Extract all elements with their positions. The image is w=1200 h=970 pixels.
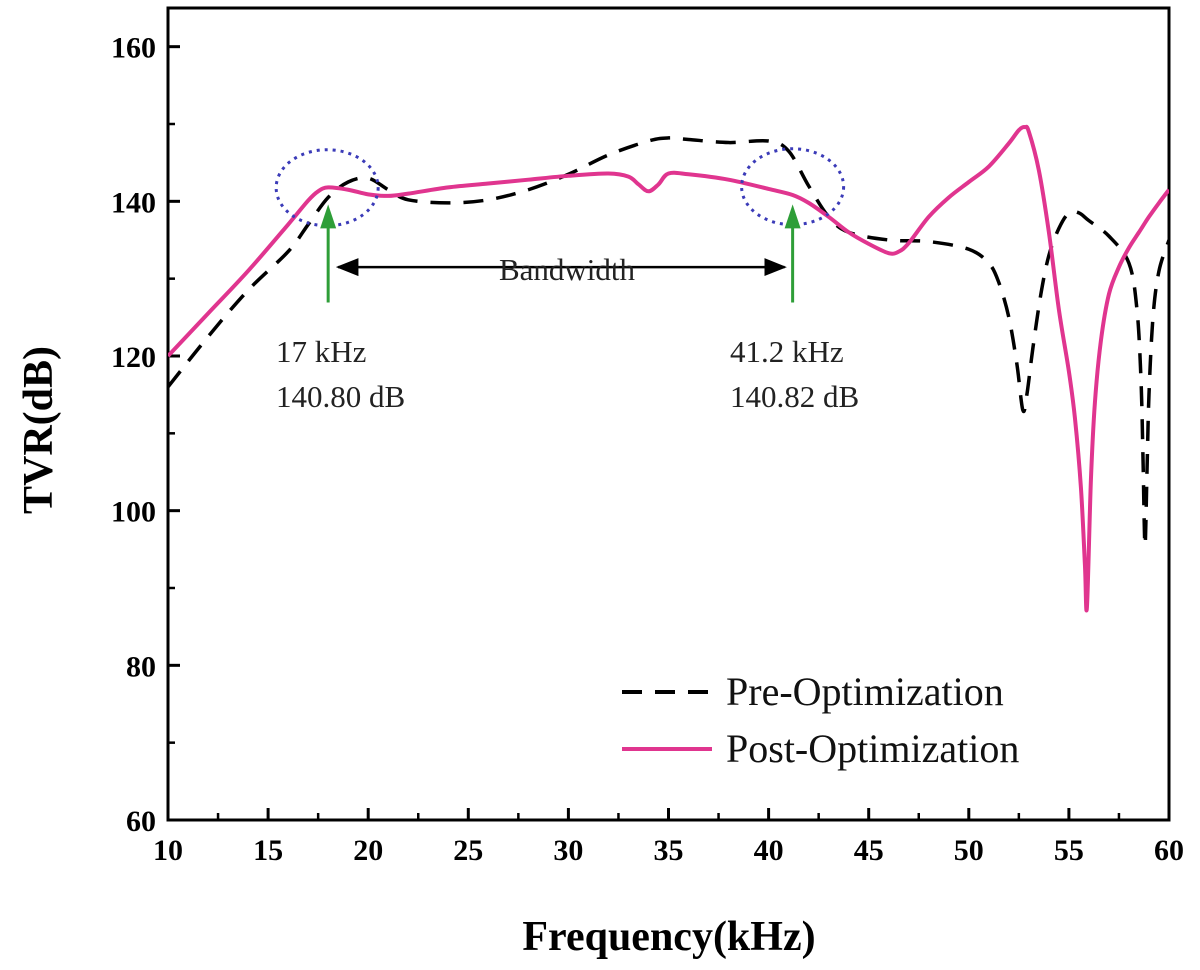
x-axis-title: Frequency(kHz) bbox=[522, 914, 815, 960]
axis-tick-labels: 10 15 20 25 30 35 40 45 50 55 60 60 80 100 120 140 160 bbox=[111, 32, 1184, 867]
x-tick-label: 10 bbox=[153, 834, 183, 867]
arrow-head bbox=[784, 204, 801, 229]
x-tick-label: 25 bbox=[453, 834, 483, 867]
arrow-head bbox=[320, 204, 337, 229]
x-tick-label: 40 bbox=[754, 834, 784, 867]
x-tick-label: 15 bbox=[253, 834, 283, 867]
x-tick-label: 50 bbox=[954, 834, 984, 867]
y-axis-title: TVR(dB) bbox=[16, 346, 62, 514]
left-highlight-circle bbox=[274, 148, 380, 228]
y-tick-label: 80 bbox=[126, 650, 156, 683]
x-tick-label: 30 bbox=[553, 834, 583, 867]
series-pre-optimization bbox=[168, 136, 1169, 548]
annotation-layer: Bandwidth 17 kHz 140.80 dB 41.2 kHz 140.… bbox=[274, 147, 859, 414]
left-freq-label: 17 kHz bbox=[276, 334, 366, 369]
legend-pre-label: Pre-Optimization bbox=[726, 669, 1004, 714]
legend-post-label: Post-Optimization bbox=[726, 726, 1019, 771]
x-tick-label: 20 bbox=[353, 834, 383, 867]
y-tick-label: 120 bbox=[111, 341, 156, 374]
left-marker-arrow bbox=[320, 204, 337, 303]
x-tick-label: 45 bbox=[854, 834, 884, 867]
x-tick-label: 35 bbox=[654, 834, 684, 867]
axis-ticks bbox=[166, 45, 1171, 822]
series-layer bbox=[168, 124, 1169, 613]
right-freq-label: 41.2 kHz bbox=[730, 334, 844, 369]
series-post-optimization bbox=[168, 124, 1169, 613]
y-tick-label: 100 bbox=[111, 496, 156, 529]
y-tick-label: 60 bbox=[126, 805, 156, 838]
right-highlight-circle bbox=[740, 147, 846, 227]
legend: Pre-Optimization Post-Optimization bbox=[622, 669, 1019, 771]
bandwidth-label: Bandwidth bbox=[499, 252, 636, 287]
right-tvr-label: 140.82 dB bbox=[730, 379, 859, 414]
y-tick-label: 160 bbox=[111, 32, 156, 65]
left-tvr-label: 140.80 dB bbox=[276, 379, 405, 414]
y-tick-label: 140 bbox=[111, 186, 156, 219]
x-tick-label: 60 bbox=[1154, 834, 1184, 867]
x-tick-label: 55 bbox=[1054, 834, 1084, 867]
right-marker-arrow bbox=[784, 204, 801, 303]
